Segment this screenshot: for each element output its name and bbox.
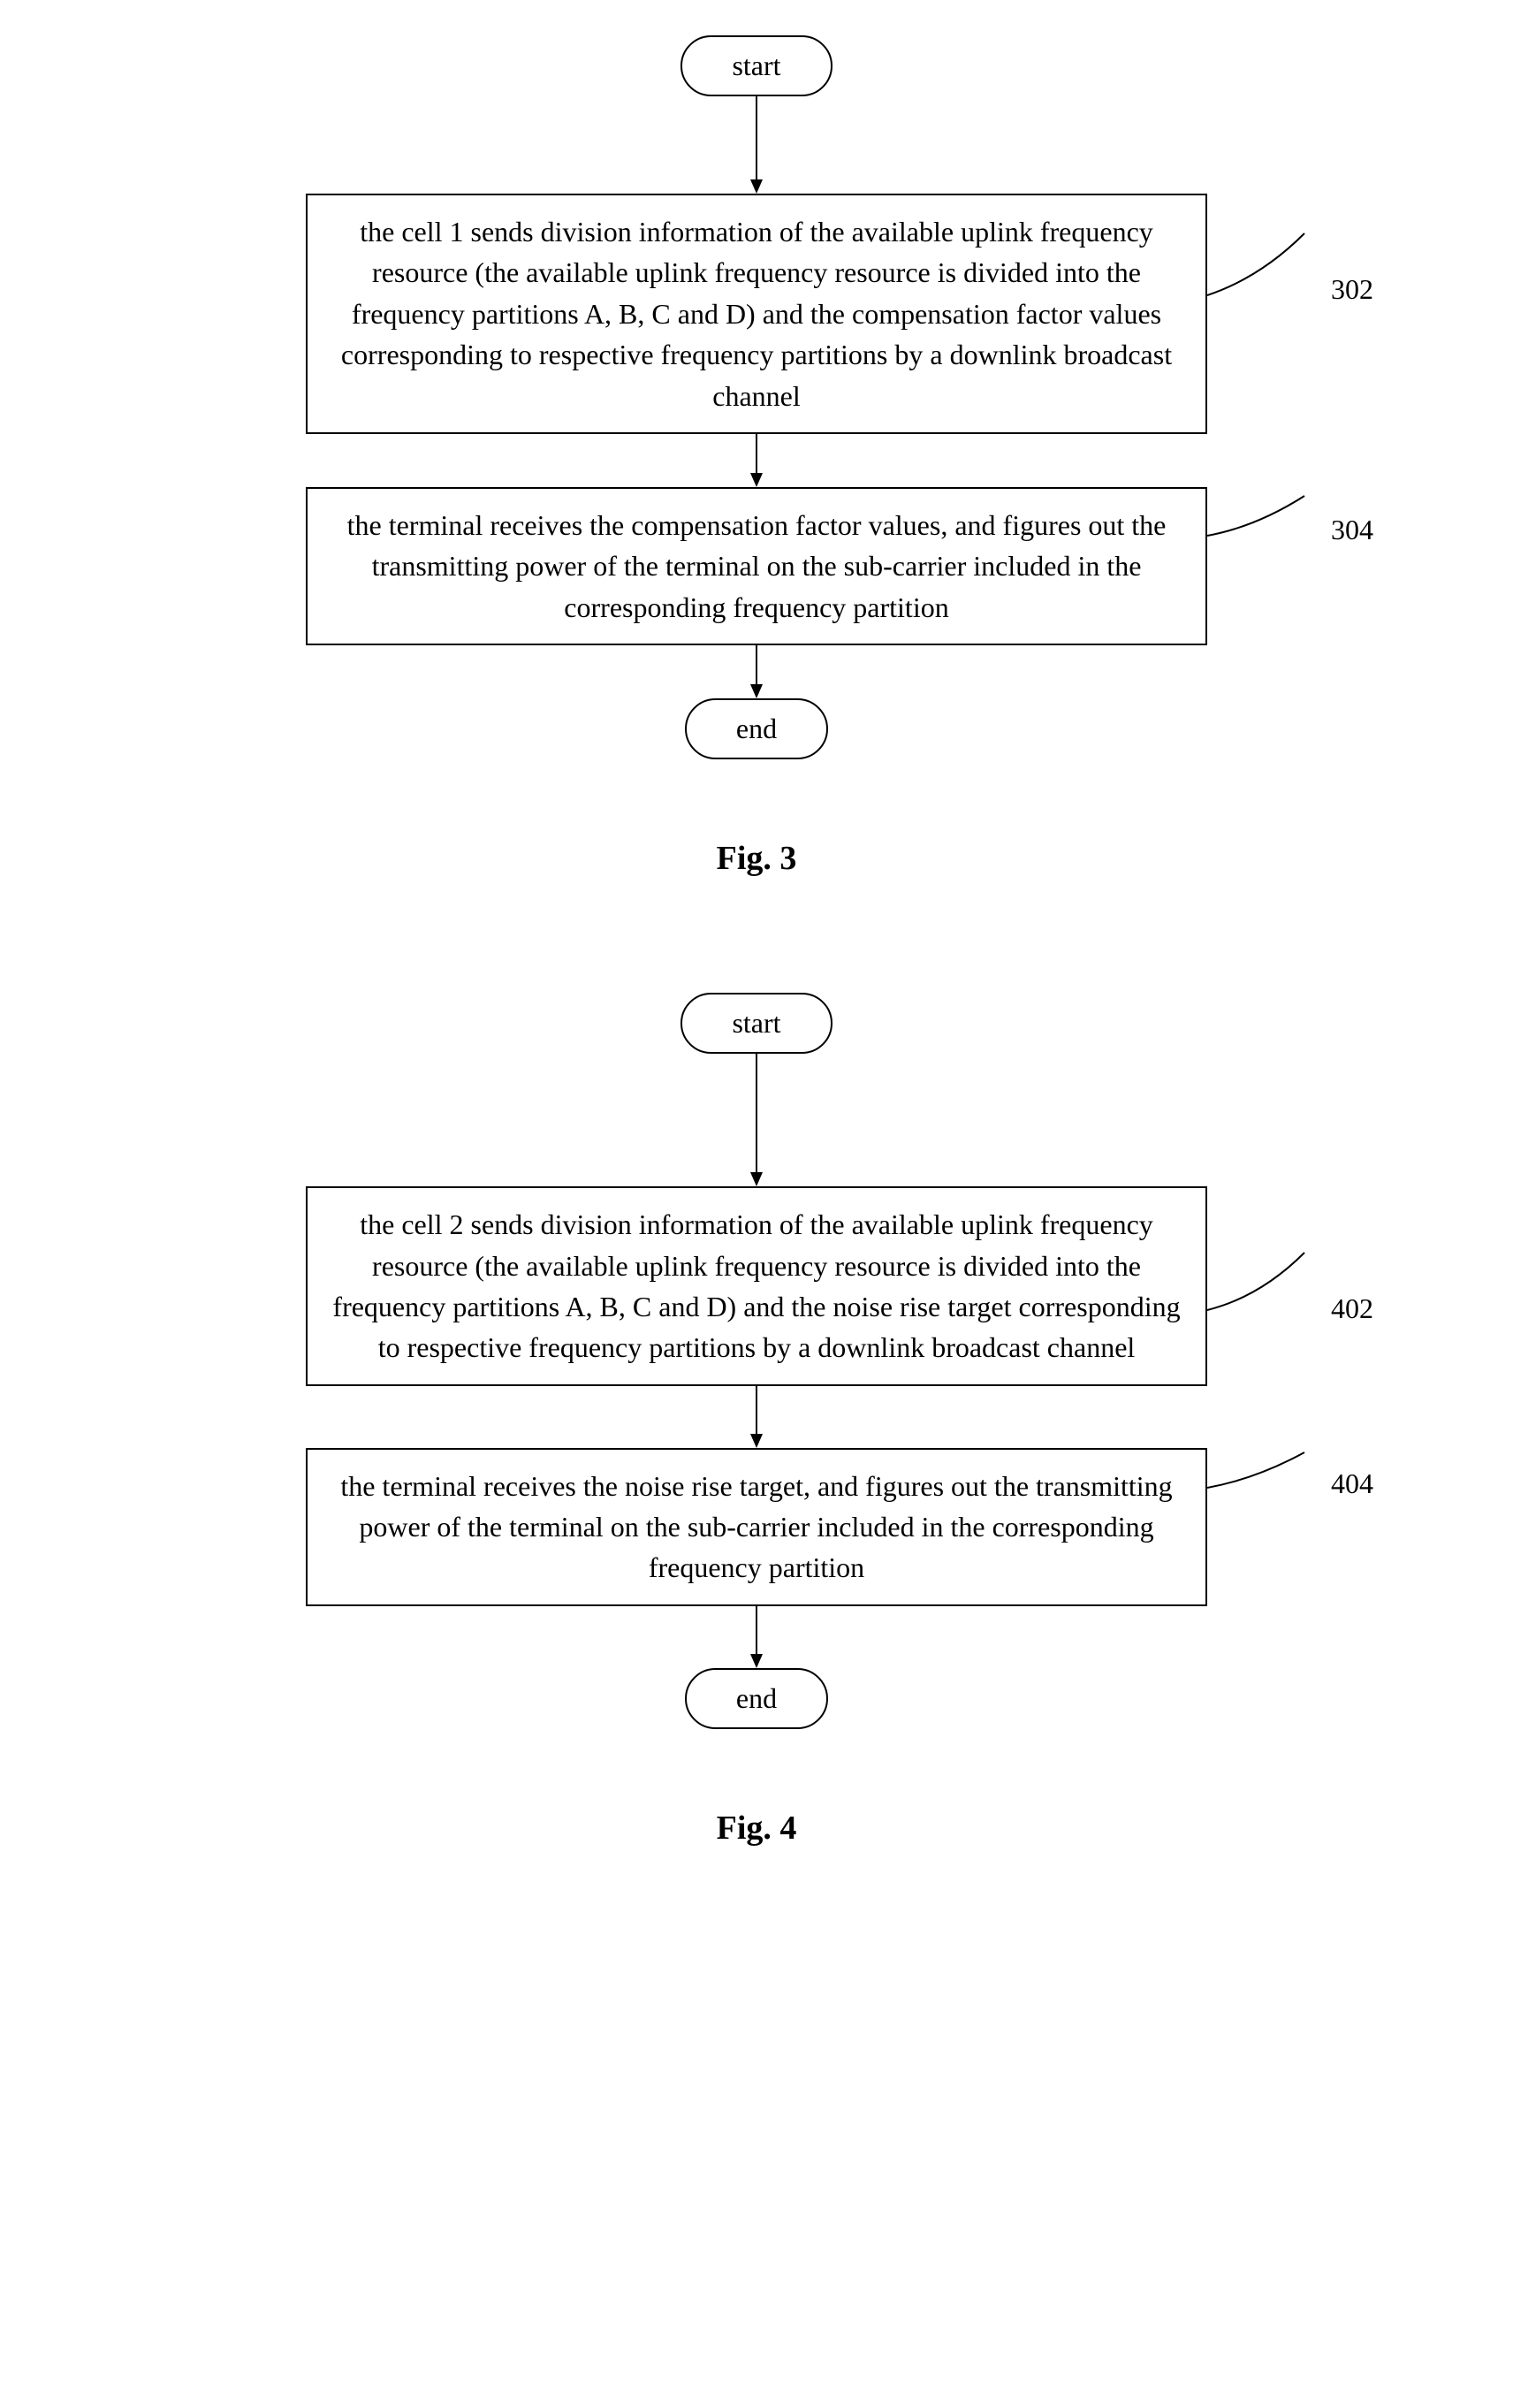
process-step-302-wrap: the cell 1 sends division information of… (306, 194, 1207, 434)
process-step-402: the cell 2 sends division information of… (306, 1186, 1207, 1386)
process-text: the terminal receives the noise rise tar… (340, 1470, 1172, 1584)
leader-line-icon (1207, 1186, 1313, 1416)
leader-line-icon (1207, 1448, 1313, 1581)
arrow-down-icon (743, 1606, 770, 1668)
flowchart-4: start the cell 2 sends division informat… (306, 993, 1207, 1729)
process-step-402-wrap: the cell 2 sends division information of… (306, 1186, 1207, 1386)
leader-line-icon (1207, 487, 1313, 620)
start-terminator: start (680, 35, 832, 96)
arrow-down-icon (743, 1054, 770, 1186)
arrow-down-icon (743, 1386, 770, 1448)
process-step-304-wrap: the terminal receives the compensation f… (306, 487, 1207, 645)
flowchart-3: start the cell 1 sends division informat… (306, 35, 1207, 759)
process-text: the cell 1 sends division information of… (341, 216, 1172, 412)
start-terminator: start (680, 993, 832, 1054)
arrow-down-icon (743, 645, 770, 698)
end-terminator: end (685, 1668, 828, 1729)
ref-label-304: 304 (1331, 514, 1373, 546)
end-terminator: end (685, 698, 828, 759)
ref-label-302: 302 (1331, 273, 1373, 306)
process-text: the terminal receives the compensation f… (347, 509, 1167, 623)
process-step-304: the terminal receives the compensation f… (306, 487, 1207, 645)
end-label: end (736, 1682, 777, 1714)
start-label: start (732, 50, 780, 81)
arrow-down-icon (743, 96, 770, 194)
arrow-down-icon (743, 434, 770, 487)
process-step-302: the cell 1 sends division information of… (306, 194, 1207, 434)
ref-label-404: 404 (1331, 1467, 1373, 1500)
figure-caption: Fig. 3 (717, 839, 797, 878)
ref-label-402: 402 (1331, 1292, 1373, 1325)
process-step-404-wrap: the terminal receives the noise rise tar… (306, 1448, 1207, 1606)
end-label: end (736, 712, 777, 744)
process-step-404: the terminal receives the noise rise tar… (306, 1448, 1207, 1606)
figure-caption: Fig. 4 (717, 1809, 797, 1848)
figure-3: start the cell 1 sends division informat… (27, 35, 1486, 878)
leader-line-icon (1207, 194, 1313, 406)
process-text: the cell 2 sends division information of… (332, 1208, 1180, 1363)
figure-4: start the cell 2 sends division informat… (27, 993, 1486, 1848)
start-label: start (732, 1007, 780, 1039)
